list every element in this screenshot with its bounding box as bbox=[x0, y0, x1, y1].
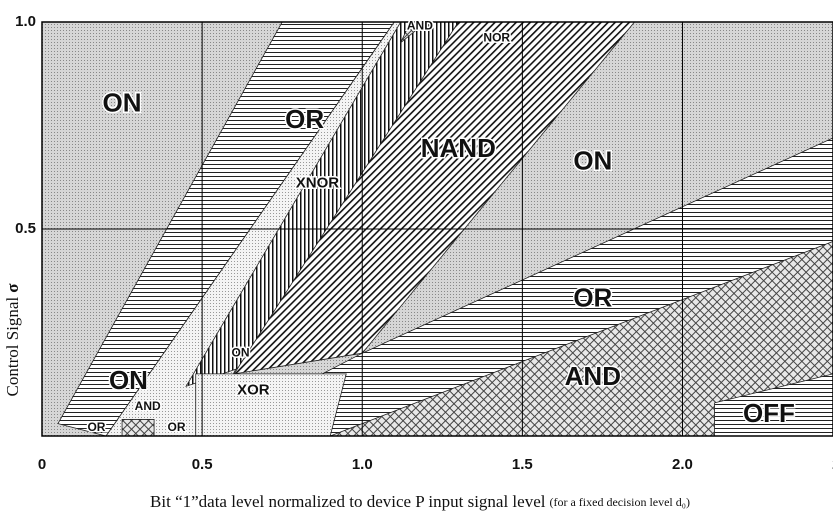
region bbox=[121, 419, 155, 437]
x-axis-title: Bit “1”data level normalized to device P… bbox=[150, 492, 690, 511]
plot-frame bbox=[41, 21, 833, 437]
y-axis-symbol: σ bbox=[3, 283, 22, 293]
region-label: OR bbox=[285, 104, 324, 134]
region-label: NOR bbox=[483, 31, 510, 45]
region-label: XOR bbox=[237, 381, 270, 398]
y-tick-label: 0.5 bbox=[15, 220, 36, 237]
y-axis-title-main: Control Signal bbox=[3, 297, 22, 397]
x-axis-title-note: (for a fixed decision level d₀) bbox=[549, 495, 689, 509]
region-label: OR bbox=[87, 420, 105, 434]
region-label: ON bbox=[573, 146, 612, 176]
y-axis-title: Control Signal σ bbox=[3, 283, 22, 397]
labels: ON OR XNOR NAND ON AND NOR OR ON AND OFF XOR ON AND OR… bbox=[86, 17, 797, 436]
region-label: AND bbox=[407, 18, 433, 32]
x-tick-label: 0.5 bbox=[192, 456, 213, 473]
region-label: ON bbox=[232, 345, 250, 359]
x-tick-label: 2.0 bbox=[672, 456, 693, 473]
region-label: XNOR bbox=[296, 174, 340, 191]
region-label: OFF bbox=[743, 398, 795, 428]
region-label: NAND bbox=[421, 133, 496, 163]
x-axis-title-main: Bit “1”data level normalized to device P… bbox=[150, 492, 546, 511]
x-tick-label: 1.5 bbox=[512, 456, 533, 473]
region bbox=[195, 373, 347, 437]
region-label: AND bbox=[565, 361, 621, 391]
region-label: OR bbox=[573, 282, 612, 312]
plot-area bbox=[41, 21, 833, 437]
region-label: ON bbox=[109, 365, 148, 395]
region-label: ON bbox=[103, 88, 142, 118]
x-tick-label: 1.0 bbox=[352, 456, 373, 473]
x-tick-label: 0 bbox=[38, 456, 46, 473]
region-label: AND bbox=[135, 399, 161, 413]
region-label: OR bbox=[168, 420, 186, 434]
y-tick-label: 1.0 bbox=[15, 13, 36, 30]
